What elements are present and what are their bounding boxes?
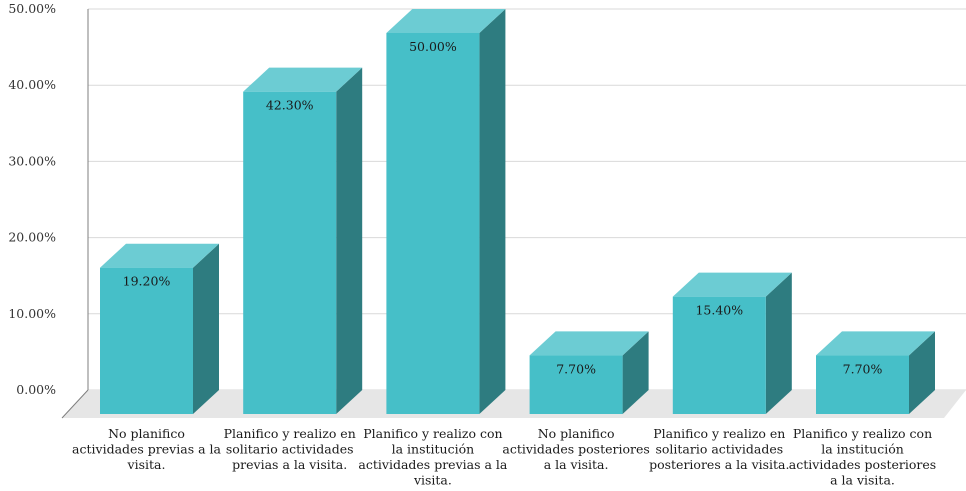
x-tick-label: Planifico y realizo con la institución act… — [358, 426, 507, 488]
y-tick-label: 10.00% — [8, 306, 56, 321]
x-tick-label: No planifico actividades posteriores a la … — [502, 426, 649, 472]
x-tick-label: Planifico y realizo con la institución act… — [789, 426, 936, 488]
data-label: 42.30% — [266, 98, 314, 113]
bar-top-face — [529, 331, 649, 356]
bar-front-face — [672, 296, 766, 414]
bar-side-face — [193, 243, 219, 414]
bar — [816, 331, 935, 414]
bar — [100, 243, 219, 414]
gridlines — [88, 8, 966, 391]
bar-side-face — [479, 9, 506, 414]
bar-side-face — [622, 331, 649, 414]
bar-front-face — [243, 91, 337, 414]
depth-axis-line — [61, 389, 89, 419]
bar-top-face — [386, 9, 506, 33]
x-tick-label: Planifico y realizo en solitario activida… — [649, 426, 789, 472]
y-tick-label: 40.00% — [8, 77, 56, 92]
bar-top-face — [100, 243, 219, 268]
y-tick-label: 30.00% — [8, 153, 56, 168]
bars — [100, 9, 935, 414]
x-tick-label: No planifico actividades previas a la visi… — [72, 426, 221, 472]
y-tick-label: 0.00% — [16, 382, 56, 397]
data-label: 19.20% — [123, 274, 171, 289]
data-labels: 19.20% 42.30% 50.00% 7.70% 15.40% 7.70% — [123, 39, 883, 376]
bar-front-face — [529, 355, 623, 414]
bar-top-face — [816, 331, 935, 356]
bar-side-face — [765, 272, 792, 414]
bar-top-face — [243, 67, 363, 92]
y-tick-label: 20.00% — [8, 230, 56, 245]
bar-top-face — [672, 272, 792, 297]
bar-side-face — [336, 67, 363, 414]
bar-side-face — [909, 331, 935, 414]
bar — [243, 67, 363, 414]
data-label: 50.00% — [409, 39, 457, 54]
bar-front-face — [100, 267, 193, 414]
bar — [529, 331, 649, 414]
data-label: 15.40% — [695, 303, 743, 318]
x-axis-labels: No planifico actividades previas a la visi… — [72, 426, 936, 488]
y-tick-label: 50.00% — [8, 1, 56, 16]
x-tick-label: Planifico y realizo en solitario activida… — [224, 426, 356, 472]
bar — [672, 272, 792, 414]
bar-front-face — [816, 355, 909, 414]
data-label: 7.70% — [843, 361, 883, 376]
bar-front-face — [386, 33, 480, 414]
bar — [386, 9, 506, 414]
y-axis: 0.00% 10.00% 20.00% 30.00% 40.00% 50.00% — [8, 1, 89, 419]
data-label: 7.70% — [556, 361, 596, 376]
